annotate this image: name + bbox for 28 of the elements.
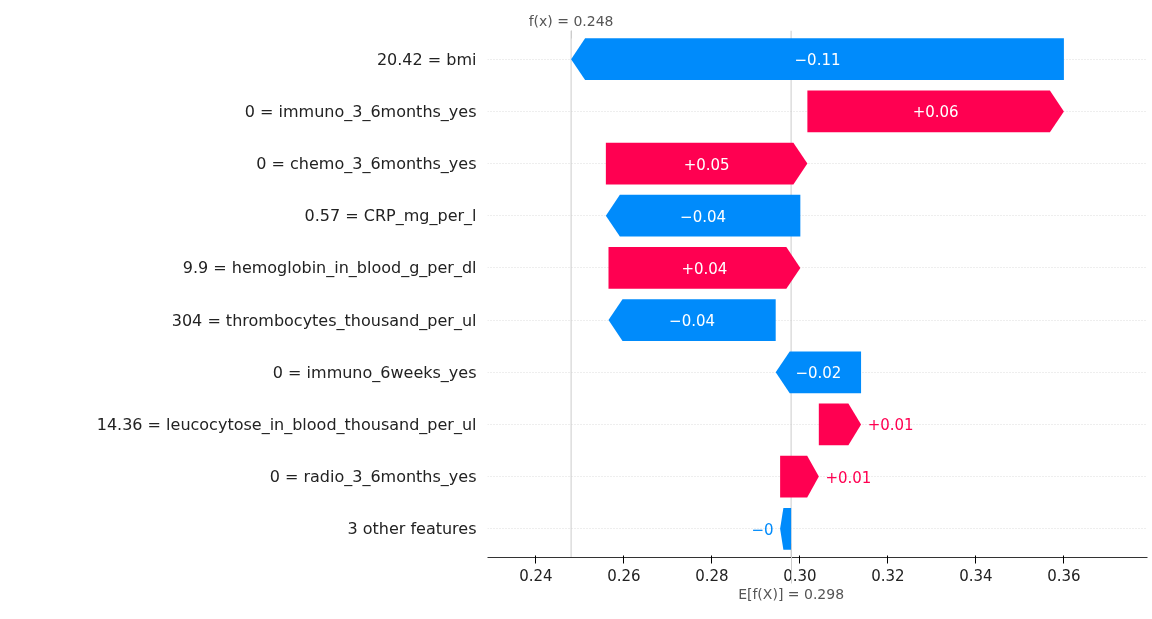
y-tick-label: 0 = chemo_3_6months_yes [256, 154, 477, 175]
y-tick-label: 0 = immuno_6weeks_yes [272, 362, 477, 383]
data-label: −0 [751, 520, 774, 539]
y-tick-label: 14.36 = leucocytose_in_blood_thousand_per_ul [96, 414, 477, 435]
y-tick-label: 20.42 = bmi [376, 49, 477, 69]
data-label: +0.05 [683, 155, 730, 174]
x-tick-label: 0.26 [607, 566, 641, 585]
x-tick-label: 0.24 [519, 566, 553, 585]
y-tick-label: 3 other features [347, 519, 477, 539]
data-label: +0.01 [867, 416, 914, 435]
data-label: −0.04 [680, 207, 727, 226]
ref-line-label: f(x) = 0.248 [528, 12, 614, 29]
ref-line-label: E[f(X)] = 0.298 [738, 585, 845, 602]
data-label: −0.11 [794, 51, 841, 70]
x-tick-label: 0.28 [695, 566, 729, 585]
data-label: −0.04 [669, 312, 716, 331]
x-tick-label: 0.34 [959, 566, 993, 585]
data-label: +0.06 [912, 103, 959, 122]
y-tick-label: 0.57 = CRP_mg_per_l [304, 206, 477, 227]
y-tick-label: 304 = thrombocytes_thousand_per_ul [171, 310, 477, 331]
y-tick-label: 0 = radio_3_6months_yes [269, 467, 477, 488]
data-label: +0.01 [825, 468, 872, 487]
data-label: −0.02 [795, 364, 842, 383]
x-tick-label: 0.32 [871, 566, 905, 585]
data-label: +0.04 [681, 259, 728, 278]
y-tick-label: 0 = immuno_3_6months_yes [244, 101, 477, 122]
y-tick-label: 9.9 = hemoglobin_in_blood_g_per_dl [182, 258, 477, 279]
x-tick-label: 0.36 [1047, 566, 1081, 585]
